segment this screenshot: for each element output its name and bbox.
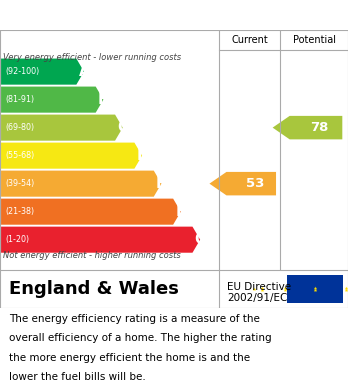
Text: B: B (98, 92, 109, 107)
Text: England & Wales: England & Wales (9, 280, 179, 298)
Polygon shape (209, 172, 276, 196)
Text: Very energy efficient - lower running costs: Very energy efficient - lower running co… (3, 53, 182, 62)
Text: (55-68): (55-68) (5, 151, 34, 160)
Text: EU Directive: EU Directive (227, 282, 291, 292)
Text: 2002/91/EC: 2002/91/EC (227, 294, 287, 303)
Text: the more energy efficient the home is and the: the more energy efficient the home is an… (9, 353, 250, 363)
Polygon shape (1, 199, 181, 225)
Text: F: F (175, 204, 185, 219)
Polygon shape (1, 227, 200, 253)
Text: 78: 78 (310, 121, 329, 134)
Polygon shape (1, 86, 103, 113)
Text: lower the fuel bills will be.: lower the fuel bills will be. (9, 372, 145, 382)
Text: Current: Current (231, 35, 268, 45)
Polygon shape (1, 143, 142, 169)
Text: C: C (117, 120, 128, 135)
Text: (81-91): (81-91) (5, 95, 34, 104)
Text: 53: 53 (246, 177, 264, 190)
Text: A: A (78, 64, 90, 79)
Text: The energy efficiency rating is a measure of the: The energy efficiency rating is a measur… (9, 314, 260, 324)
Text: Energy Efficiency Rating: Energy Efficiency Rating (9, 8, 230, 23)
Polygon shape (1, 170, 161, 197)
Polygon shape (1, 115, 123, 141)
Text: (92-100): (92-100) (5, 67, 39, 76)
Text: overall efficiency of a home. The higher the rating: overall efficiency of a home. The higher… (9, 333, 271, 343)
Text: (39-54): (39-54) (5, 179, 34, 188)
Polygon shape (272, 116, 342, 139)
Text: (21-38): (21-38) (5, 207, 34, 216)
Text: D: D (136, 148, 149, 163)
Polygon shape (1, 59, 84, 84)
Text: (69-80): (69-80) (5, 123, 34, 132)
Text: G: G (195, 232, 207, 247)
Text: (1-20): (1-20) (5, 235, 29, 244)
Text: Potential: Potential (293, 35, 336, 45)
FancyBboxPatch shape (287, 275, 343, 303)
Text: E: E (156, 176, 166, 191)
Text: Not energy efficient - higher running costs: Not energy efficient - higher running co… (3, 251, 181, 260)
